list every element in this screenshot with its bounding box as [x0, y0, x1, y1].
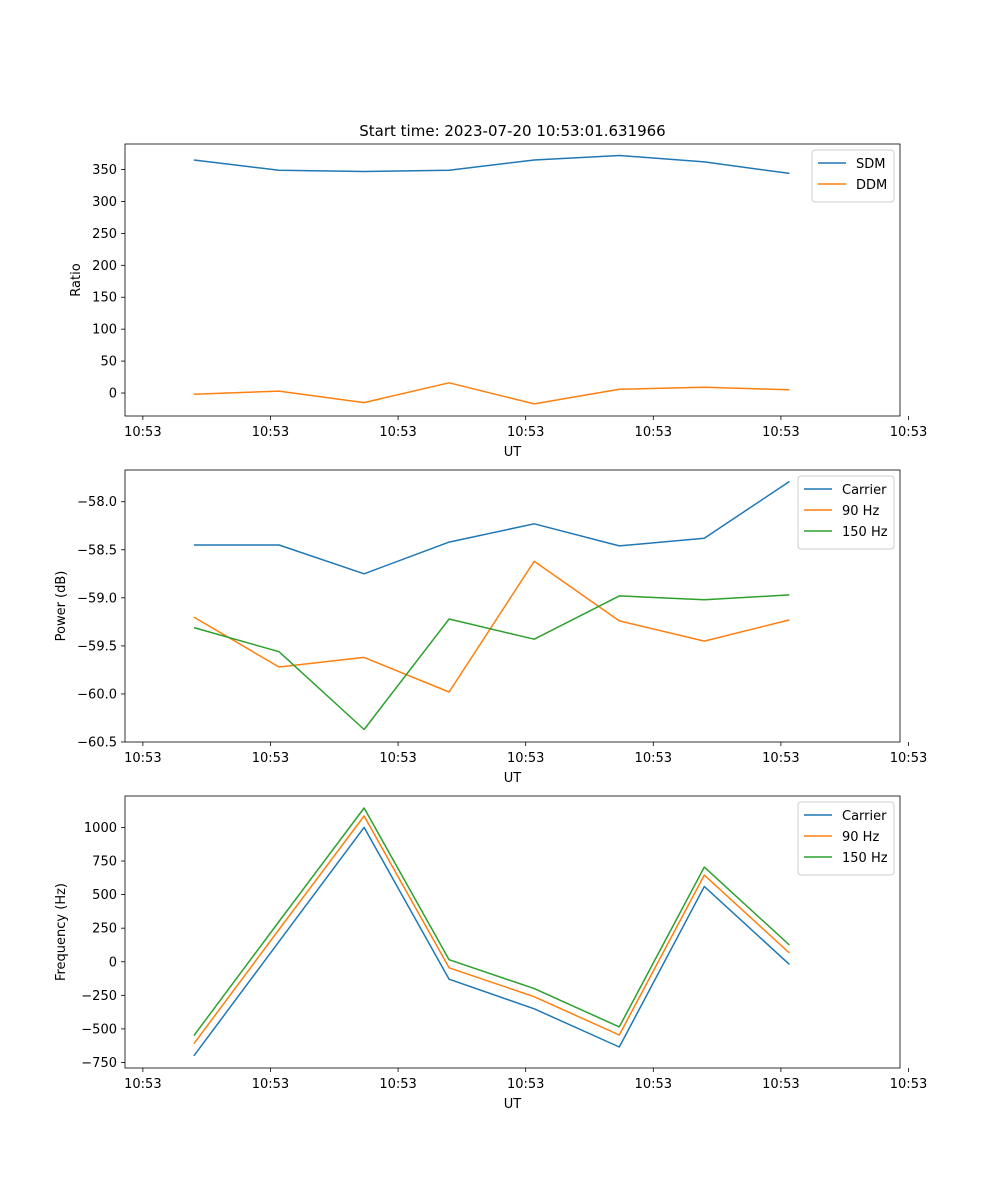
x-tick-label: 10:53 — [124, 751, 161, 766]
y-tick-label: −58.5 — [77, 543, 117, 558]
x-tick-label: 10:53 — [890, 425, 927, 440]
y-tick-label: −58.0 — [77, 495, 117, 510]
y-tick-label: −59.0 — [77, 591, 117, 606]
x-tick-label: 10:53 — [635, 751, 672, 766]
series-line-150-hz — [193, 594, 790, 731]
series-line-carrier — [193, 480, 790, 575]
y-tick-label: 100 — [92, 323, 117, 338]
x-tick-label: 10:53 — [762, 751, 799, 766]
y-axis-label: Power (dB) — [54, 571, 69, 642]
y-tick-label: −250 — [81, 989, 117, 1004]
plot-frame — [124, 143, 901, 417]
y-tick-label: −60.5 — [77, 736, 117, 751]
power-panel: 10:53 10:53 10:53 10:53 10:53 10:53 10:53 −60.5… — [54, 469, 927, 786]
series-line-150-hz — [193, 807, 790, 1037]
series-line-carrier — [193, 826, 790, 1057]
y-tick-label: 250 — [92, 922, 117, 937]
y-tick-label: 0 — [109, 387, 117, 402]
x-tick-label: 10:53 — [507, 1077, 544, 1092]
y-tick-label: −500 — [81, 1022, 117, 1037]
frequency-panel: 10:53 10:53 10:53 10:53 10:53 10:53 10:53 −750 −… — [54, 795, 927, 1112]
legend-label: 150 Hz — [842, 851, 888, 866]
legend-label: Carrier — [842, 809, 887, 824]
y-axis-label: Frequency (Hz) — [54, 883, 69, 981]
x-tick-label: 10:53 — [635, 425, 672, 440]
x-tick-label: 10:53 — [252, 1077, 289, 1092]
y-tick-label: 350 — [92, 163, 117, 178]
y-tick-label: 1000 — [84, 821, 117, 836]
y-tick-label: −60.0 — [77, 687, 117, 702]
plot-frame — [124, 795, 901, 1069]
y-tick-label: −750 — [81, 1056, 117, 1071]
y-tick-label: 0 — [109, 955, 117, 970]
x-tick-label: 10:53 — [379, 425, 416, 440]
series-line-90-hz — [193, 815, 790, 1045]
x-tick-label: 10:53 — [252, 751, 289, 766]
y-tick-label: −59.5 — [77, 639, 117, 654]
y-tick-label: 500 — [92, 888, 117, 903]
y-tick-label: 50 — [100, 355, 117, 370]
series-line-ddm — [193, 382, 790, 405]
x-axis-label: UT — [504, 1097, 522, 1112]
series-line-sdm — [193, 154, 790, 175]
y-tick-label: 200 — [92, 259, 117, 274]
legend-label: 90 Hz — [842, 830, 879, 845]
x-axis-label: UT — [504, 445, 522, 460]
chart-title: Start time: 2023-07-20 10:53:01.631966 — [359, 122, 665, 140]
y-tick-label: 150 — [92, 291, 117, 306]
x-tick-label: 10:53 — [890, 1077, 927, 1092]
x-tick-label: 10:53 — [890, 751, 927, 766]
legend-label: 90 Hz — [842, 504, 879, 519]
x-tick-label: 10:53 — [507, 425, 544, 440]
y-tick-label: 250 — [92, 227, 117, 242]
legend-label: 150 Hz — [842, 525, 888, 540]
y-tick-label: 300 — [92, 195, 117, 210]
x-axis-label: UT — [504, 771, 522, 786]
legend: SDM DDM — [811, 149, 895, 203]
x-tick-label: 10:53 — [379, 751, 416, 766]
legend: Carrier 90 Hz 150 Hz — [797, 475, 895, 550]
x-tick-label: 10:53 — [124, 425, 161, 440]
legend-label: DDM — [856, 178, 887, 193]
x-tick-label: 10:53 — [124, 1077, 161, 1092]
x-tick-label: 10:53 — [635, 1077, 672, 1092]
y-tick-label: 750 — [92, 855, 117, 870]
x-tick-label: 10:53 — [379, 1077, 416, 1092]
plot-frame — [124, 469, 901, 743]
x-tick-label: 10:53 — [507, 751, 544, 766]
y-axis-label: Ratio — [69, 263, 84, 296]
legend-label: Carrier — [842, 483, 887, 498]
legend: Carrier 90 Hz 150 Hz — [797, 801, 895, 876]
ratio-panel: 10:53 10:53 10:53 10:53 10:53 10:53 10:53 0 50 10… — [69, 122, 927, 460]
x-tick-label: 10:53 — [762, 1077, 799, 1092]
x-tick-label: 10:53 — [762, 425, 799, 440]
x-tick-label: 10:53 — [252, 425, 289, 440]
legend-label: SDM — [856, 157, 885, 172]
